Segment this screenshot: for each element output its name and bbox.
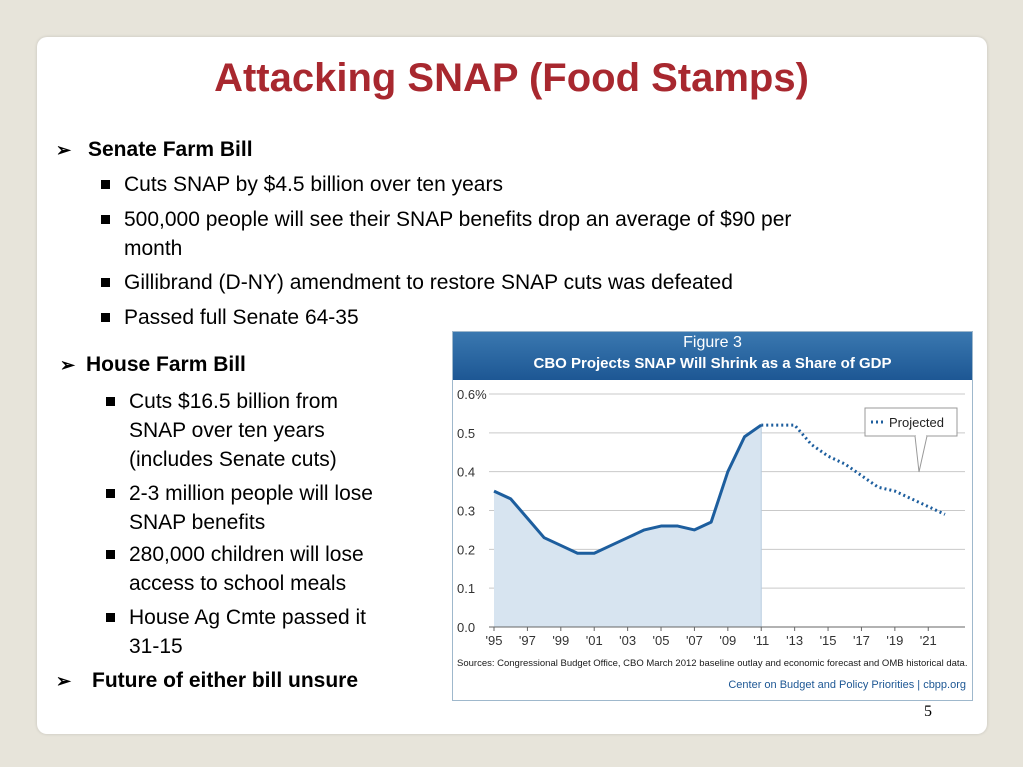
senate-item: Cuts SNAP by $4.5 billion over ten years [101,170,503,199]
square-bullet-icon [101,278,110,287]
x-tick-label: '19 [886,633,903,648]
x-tick-label: '15 [820,633,837,648]
y-tick-label: 0.2 [457,542,475,557]
square-bullet-icon [106,489,115,498]
x-tick-label: '17 [853,633,870,648]
house-item: House Ag Cmte passed it 31-15 [106,603,366,661]
slide-title: Attacking SNAP (Food Stamps) [214,56,809,100]
square-bullet-icon [101,180,110,189]
figure-credit: Center on Budget and Policy Priorities |… [728,679,966,691]
y-tick-label: 0.5 [457,426,475,441]
figure-panel: Figure 3 CBO Projects SNAP Will Shrink a… [452,331,973,701]
senate-item: Gillibrand (D-NY) amendment to restore S… [101,268,733,297]
y-tick-label: 0.3 [457,504,475,519]
legend-box [864,407,958,437]
square-bullet-icon [101,215,110,224]
series-line-projected [761,423,946,516]
x-tick-label: '03 [619,633,636,648]
chart-title: CBO Projects SNAP Will Shrink as a Share… [533,355,892,372]
line-chart: 0.6% 0.5 0.4 0.3 0.2 0.1 0.0 '95 '97 '99 '01 '03 '05… [457,387,965,648]
x-tick-label: '05 [653,633,670,648]
x-tick-label: '01 [586,633,603,648]
house-item: 280,000 children will lose access to sch… [106,540,364,598]
square-bullet-icon [101,313,110,322]
y-tick-label: 0.0 [457,620,475,635]
arrow-bullet-icon: ➢ [60,355,76,375]
x-tick-label: '95 [486,633,503,648]
arrow-bullet-icon: ➢ [56,140,72,160]
figure-header: Figure 3 CBO Projects SNAP Will Shrink a… [453,332,972,380]
square-bullet-icon [106,397,115,406]
house-heading: House Farm Bill [86,353,246,376]
square-bullet-icon [106,550,115,559]
y-tick-label: 0.1 [457,581,475,596]
y-tick-label: 0.6% [457,387,487,402]
y-tick-label: 0.4 [457,465,475,480]
square-bullet-icon [106,613,115,622]
legend-pointer [914,435,928,473]
figure-source: Sources: Congressional Budget Office, CB… [457,658,968,669]
senate-bullet: ➢ Senate Farm Bill [56,138,253,162]
x-tick-label: '07 [686,633,703,648]
future-text: Future of either bill unsure [92,669,359,692]
legend-label: Projected [889,415,944,430]
arrow-bullet-icon: ➢ [56,671,72,691]
x-tick-label: '13 [786,633,803,648]
series-line-actual [493,423,763,555]
figure-label: Figure 3 [683,334,742,351]
x-tick-label: '21 [920,633,937,648]
area-fill [494,425,762,627]
senate-item: Passed full Senate 64-35 [101,303,359,332]
x-tick-label: '09 [719,633,736,648]
x-tick-label: '97 [519,633,536,648]
x-tick-label: '99 [552,633,569,648]
future-bullet: ➢ Future of either bill unsure [56,669,358,693]
senate-item: 500,000 people will see their SNAP benef… [101,205,791,263]
house-item: Cuts $16.5 billion from SNAP over ten ye… [106,387,338,474]
house-bullet: ➢ House Farm Bill [60,353,246,377]
house-item: 2-3 million people will lose SNAP benefi… [106,479,373,537]
x-tick-label: '11 [753,633,769,648]
page-number: 5 [924,703,932,720]
senate-heading: Senate Farm Bill [88,138,253,161]
